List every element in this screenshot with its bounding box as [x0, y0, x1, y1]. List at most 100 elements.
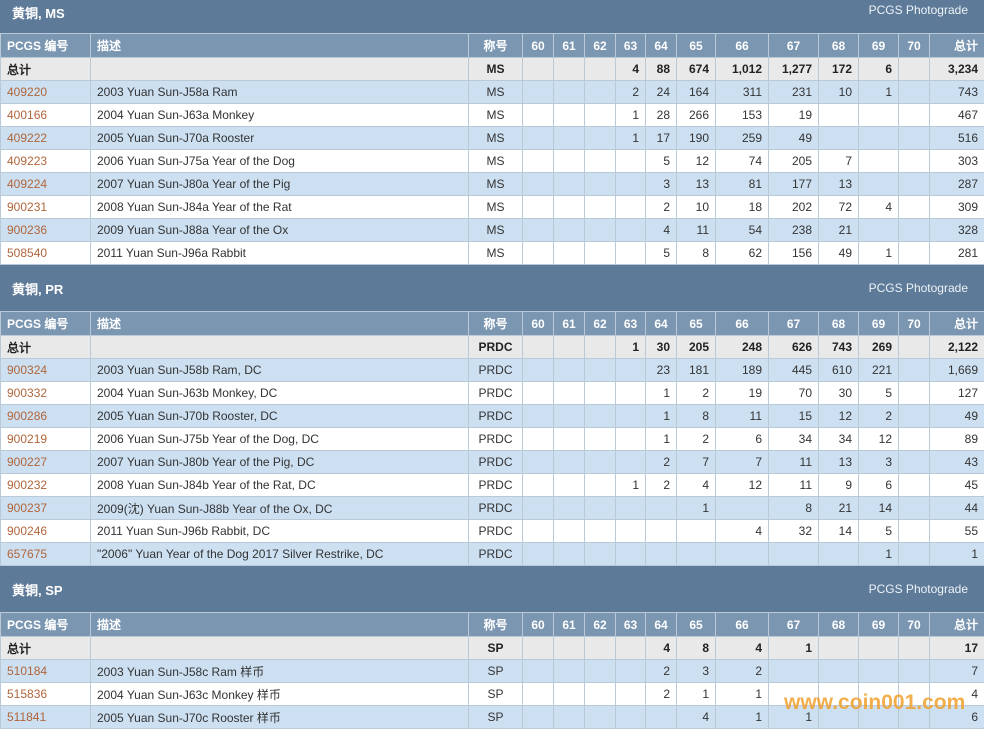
column-header: 67 — [768, 33, 819, 58]
population: 2 — [645, 659, 677, 683]
description: 2009 Yuan Sun-J88a Year of the Ox — [90, 218, 469, 242]
column-header: 称号 — [468, 311, 523, 336]
population — [858, 126, 899, 150]
population — [818, 636, 859, 660]
population — [553, 103, 585, 127]
population: 202 — [768, 195, 819, 219]
column-header: 62 — [584, 311, 616, 336]
population: 7 — [715, 450, 769, 474]
population: 1 — [615, 335, 646, 359]
population — [522, 496, 554, 520]
population — [553, 519, 585, 543]
pcgs-number[interactable]: 900237 — [0, 496, 91, 520]
pcgs-number[interactable]: 900227 — [0, 450, 91, 474]
population — [584, 241, 616, 265]
pcgs-number[interactable]: 409220 — [0, 80, 91, 104]
pcgs-number[interactable]: 409224 — [0, 172, 91, 196]
description: 2003 Yuan Sun-J58a Ram — [90, 80, 469, 104]
population: 1 — [715, 705, 769, 729]
designation: PRDC — [468, 450, 523, 474]
pcgs-number[interactable]: 400166 — [0, 103, 91, 127]
column-header: 总计 — [929, 612, 984, 637]
population — [615, 241, 646, 265]
column-header: 62 — [584, 33, 616, 58]
column-header: 65 — [676, 311, 716, 336]
header-row: PCGS 编号 描述 称号 60 61 62 63 64 65 66 67 68 69 70 总计 — [0, 33, 984, 58]
population: 11 — [715, 404, 769, 428]
population — [584, 126, 616, 150]
population — [553, 542, 585, 566]
population — [615, 636, 646, 660]
description — [90, 335, 469, 359]
population: 6 — [858, 473, 899, 497]
column-header: 70 — [898, 33, 930, 58]
population — [898, 519, 930, 543]
pcgs-number[interactable]: 900246 — [0, 519, 91, 543]
population — [858, 218, 899, 242]
column-header: 描述 — [90, 33, 469, 58]
population — [522, 57, 554, 81]
population: 1 — [645, 404, 677, 428]
pcgs-number[interactable]: 900324 — [0, 358, 91, 382]
column-header: 68 — [818, 612, 859, 637]
population — [818, 103, 859, 127]
population — [768, 682, 819, 706]
column-header: 64 — [645, 311, 677, 336]
pcgs-number: 总计 — [0, 335, 91, 359]
pcgs-number[interactable]: 409222 — [0, 126, 91, 150]
population — [818, 682, 859, 706]
population: 54 — [715, 218, 769, 242]
pcgs-number[interactable]: 900231 — [0, 195, 91, 219]
population: 328 — [929, 218, 984, 242]
pcgs-number[interactable]: 900286 — [0, 404, 91, 428]
pcgs-number[interactable]: 900219 — [0, 427, 91, 451]
population — [584, 404, 616, 428]
pcgs-number: 总计 — [0, 636, 91, 660]
column-header: 61 — [553, 612, 585, 637]
population — [818, 705, 859, 729]
pcgs-number[interactable]: 510184 — [0, 659, 91, 683]
photograde-link[interactable]: PCGS Photograde — [868, 582, 968, 596]
population — [645, 519, 677, 543]
pcgs-number[interactable]: 508540 — [0, 241, 91, 265]
description: 2008 Yuan Sun-J84b Year of the Rat, DC — [90, 473, 469, 497]
population — [553, 149, 585, 173]
section-header: 黄铜, MS PCGS Photograde — [0, 0, 984, 33]
population — [858, 682, 899, 706]
population — [645, 496, 677, 520]
population: 4 — [676, 705, 716, 729]
population — [715, 496, 769, 520]
photograde-link[interactable]: PCGS Photograde — [868, 3, 968, 17]
population — [898, 496, 930, 520]
population: 21 — [818, 496, 859, 520]
column-header: 61 — [553, 33, 585, 58]
data-row: 900219 2006 Yuan Sun-J75b Year of the Dog… — [0, 427, 984, 451]
column-header: 70 — [898, 311, 930, 336]
description: 2007 Yuan Sun-J80a Year of the Pig — [90, 172, 469, 196]
data-row: 409223 2006 Yuan Sun-J75a Year of the Dog… — [0, 149, 984, 173]
population — [584, 473, 616, 497]
pcgs-number[interactable]: 409223 — [0, 149, 91, 173]
population — [615, 659, 646, 683]
pcgs-number[interactable]: 657675 — [0, 542, 91, 566]
pcgs-number[interactable]: 515836 — [0, 682, 91, 706]
pcgs-number[interactable]: 900232 — [0, 473, 91, 497]
grade-table: PCGS 编号 描述 称号 60 61 62 63 64 65 66 67 68 69 70 总计 总计 PRD… — [0, 311, 984, 566]
population: 1 — [715, 682, 769, 706]
data-row: 511841 2005 Yuan Sun-J70c Rooster 样币 SP 4 1 1… — [0, 705, 984, 729]
pcgs-number[interactable]: 511841 — [0, 705, 91, 729]
population — [584, 705, 616, 729]
population — [858, 103, 899, 127]
description: 2009(沈) Yuan Sun-J88b Year of the Ox, DC — [90, 496, 469, 520]
data-row: 900232 2008 Yuan Sun-J84b Year of the Rat… — [0, 473, 984, 497]
pcgs-number[interactable]: 900236 — [0, 218, 91, 242]
population — [553, 57, 585, 81]
data-row: 515836 2004 Yuan Sun-J63c Monkey 样币 SP 2 1 1 4 — [0, 682, 984, 706]
pcgs-number[interactable]: 900332 — [0, 381, 91, 405]
population — [615, 542, 646, 566]
population — [522, 404, 554, 428]
population: 626 — [768, 335, 819, 359]
population: 3 — [858, 450, 899, 474]
population: 281 — [929, 241, 984, 265]
photograde-link[interactable]: PCGS Photograde — [868, 281, 968, 295]
